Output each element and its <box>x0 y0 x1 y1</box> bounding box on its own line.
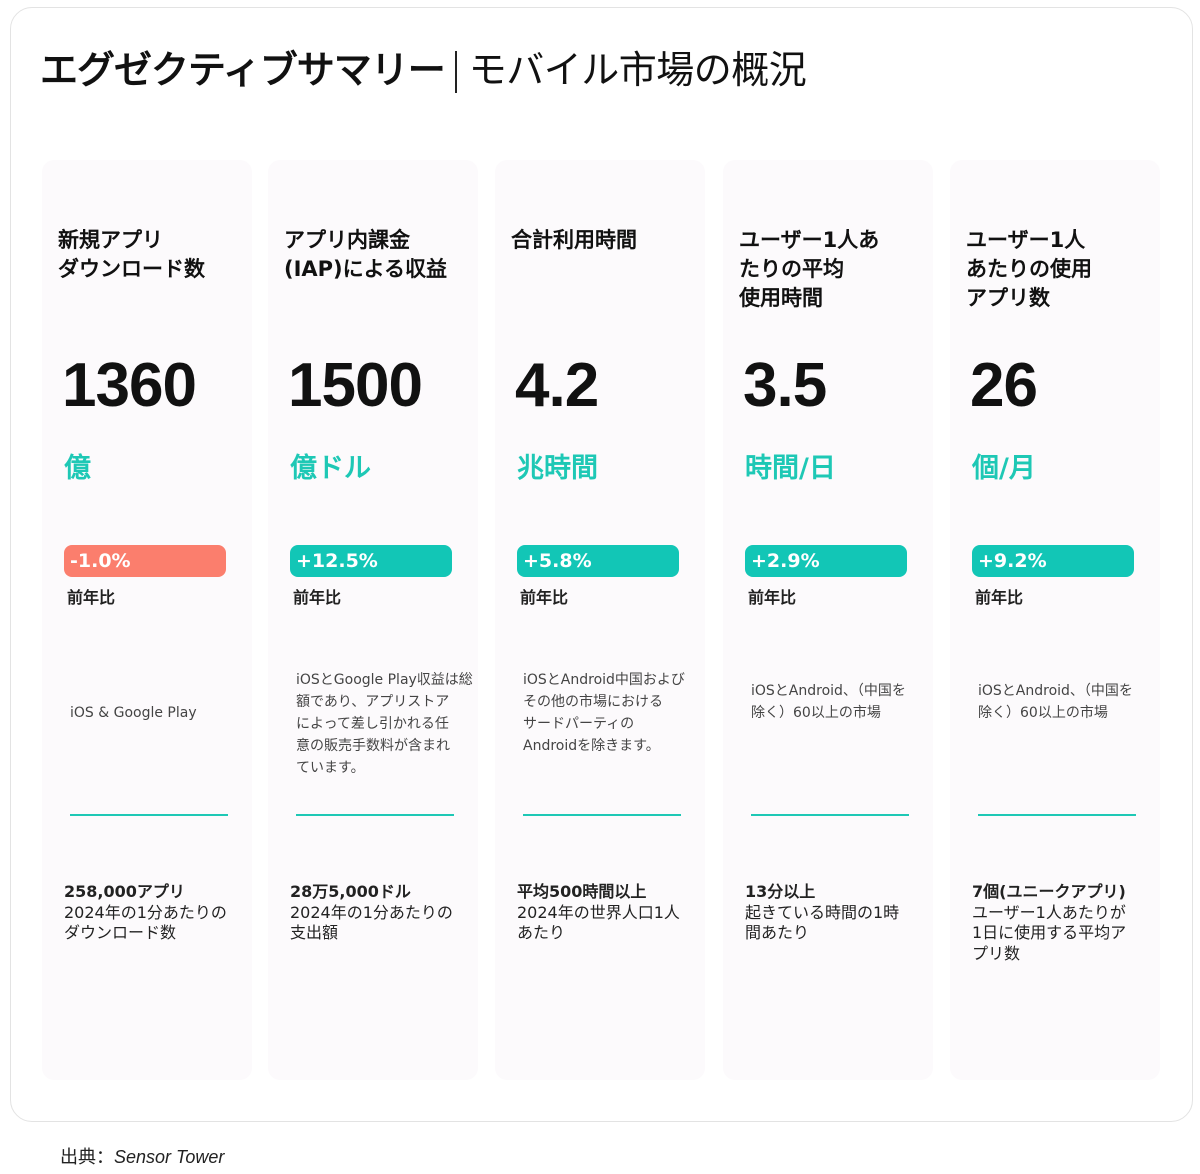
card-title-line: アプリ数 <box>966 286 1050 310</box>
card-fact-line: 支出額 <box>290 923 339 942</box>
card-divider <box>296 814 454 816</box>
card-fact-line: 2024年の1分あたりの <box>290 902 453 922</box>
card-fact: 7個(ユニークアプリ) ユーザー1人あたりが 1日に使用する平均ア プリ数 <box>972 882 1158 964</box>
card-divider <box>978 814 1136 816</box>
metric-value: 3.5 <box>743 351 827 420</box>
card-fact: 平均500時間以上 2024年の世界人口1人 あたり <box>517 882 703 944</box>
card-title: 合計利用時間 <box>511 226 701 255</box>
card-fact: 13分以上 起きている時間の1時 間あたり <box>745 882 931 944</box>
metric-unit: 億 <box>64 453 91 484</box>
metric-unit: 時間/日 <box>745 453 836 484</box>
card-note-line: ています。 <box>296 760 365 776</box>
metric-value: 1500 <box>288 351 423 420</box>
card-note: iOSとAndroid、（中国を 除く）60以上の市場 <box>978 680 1156 724</box>
metric-card: ユーザー1人 あたりの使用 アプリ数 26 個/月 +9.2% 前年比 iOSとAndroid… <box>950 160 1160 1080</box>
card-fact-line: 1日に使用する平均ア <box>972 923 1127 942</box>
yoy-change-badge: +2.9% <box>745 545 907 577</box>
card-fact-line: あたり <box>517 923 566 942</box>
card-fact-head: 13分以上 <box>745 882 816 901</box>
card-note-line: 額であり、アプリストア <box>296 694 450 710</box>
metric-unit: 兆時間 <box>517 453 598 484</box>
card-title-line: ユーザー1人あ <box>739 228 880 252</box>
source-label: 出典： <box>60 1147 114 1168</box>
source-name: Sensor Tower <box>114 1147 225 1167</box>
card-title: ユーザー1人あ たりの平均使用時間 <box>739 226 929 313</box>
card-fact: 258,000アプリ 2024年の1分あたりの ダウンロード数 <box>64 882 250 944</box>
card-fact-head: 平均500時間以上 <box>517 882 647 901</box>
yoy-change-badge: -1.0% <box>64 545 226 577</box>
card-title: ユーザー1人 あたりの使用 アプリ数 <box>966 226 1156 313</box>
card-note-line: その他の市場における <box>523 694 663 710</box>
yoy-change-badge: +12.5% <box>290 545 452 577</box>
title-separator <box>454 51 457 93</box>
metric-card: ユーザー1人あ たりの平均使用時間 3.5 時間/日 +2.9% 前年比 iOSとAndro… <box>723 160 933 1080</box>
card-title-line: ユーザー1人 <box>966 228 1086 252</box>
card-title-line: 新規アプリ <box>58 228 163 252</box>
card-note-line: iOS & Google Play <box>70 705 197 721</box>
card-fact-line: 間あたり <box>745 923 810 942</box>
card-note-line: iOSとAndroid、（中国を <box>751 683 906 699</box>
yoy-label: 前年比 <box>520 588 569 607</box>
card-title-line: 使用時間 <box>739 286 823 310</box>
metric-unit: 個/月 <box>972 453 1036 484</box>
yoy-change-badge: +9.2% <box>972 545 1134 577</box>
card-note-line: Androidを除きます。 <box>523 738 660 754</box>
card-note-line: によって差し引かれる任 <box>296 716 449 732</box>
metric-card: アプリ内課金 (IAP)による収益 1500 億ドル +12.5% 前年比 iOSとGoog… <box>268 160 478 1080</box>
card-title: アプリ内課金 (IAP)による収益 <box>284 226 474 284</box>
card-note: iOSとAndroid、（中国を 除く）60以上の市場 <box>751 680 929 724</box>
card-title-line: たりの平均 <box>739 257 844 281</box>
card-divider <box>523 814 681 816</box>
card-note: iOSとGoogle Play収益は総 額であり、アプリストア によって差し引かれる… <box>296 669 474 779</box>
card-note-line: サードパーティの <box>523 716 635 732</box>
page-title: エグゼクティブサマリー モバイル市場の概況 <box>40 38 807 94</box>
card-fact-line: ダウンロード数 <box>64 923 177 942</box>
yoy-change-badge: +5.8% <box>517 545 679 577</box>
card-fact-head: 28万5,000ドル <box>290 882 411 901</box>
card-note-line: iOSとAndroid中国および <box>523 672 685 688</box>
yoy-label: 前年比 <box>293 588 342 607</box>
card-note: iOSとAndroid中国および その他の市場における サードパーティの Androi… <box>523 669 701 757</box>
card-title-line: アプリ内課金 <box>284 228 410 252</box>
card-fact-head: 258,000アプリ <box>64 882 185 901</box>
card-fact-head: 7個(ユニークアプリ) <box>972 882 1126 901</box>
title-subtitle: モバイル市場の概況 <box>468 47 807 92</box>
metric-unit: 億ドル <box>290 453 371 484</box>
title-main: エグゼクティブサマリー <box>40 47 446 92</box>
card-note-line: iOSとGoogle Play収益は総 <box>296 672 473 688</box>
card-title-line: あたりの使用 <box>966 257 1092 281</box>
card-note: iOS & Google Play <box>70 702 248 724</box>
card-note-line: 意の販売手数料が含まれ <box>296 738 450 754</box>
metric-value: 26 <box>970 351 1038 420</box>
metric-card: 合計利用時間 4.2 兆時間 +5.8% 前年比 iOSとAndroid中国および その他の… <box>495 160 705 1080</box>
card-note-line: iOSとAndroid、（中国を <box>978 683 1133 699</box>
card-title-line: ダウンロード数 <box>58 257 205 281</box>
card-divider <box>70 814 228 816</box>
yoy-label: 前年比 <box>67 588 116 607</box>
yoy-label: 前年比 <box>975 588 1024 607</box>
card-note-line: 除く）60以上の市場 <box>978 705 1108 721</box>
yoy-label: 前年比 <box>748 588 797 607</box>
card-divider <box>751 814 909 816</box>
metric-value: 4.2 <box>515 351 599 420</box>
card-fact-line: ユーザー1人あたりが <box>972 902 1126 922</box>
card-fact-line: 2024年の世界人口1人 <box>517 902 680 922</box>
card-title: 新規アプリダウンロード数 <box>58 226 248 284</box>
card-note-line: 除く）60以上の市場 <box>751 705 881 721</box>
card-fact-line: 2024年の1分あたりの <box>64 902 227 922</box>
source-credit: 出典：Sensor Tower <box>60 1143 224 1169</box>
card-title-line: 合計利用時間 <box>511 228 637 252</box>
card-title-line: (IAP)による収益 <box>284 257 448 281</box>
metric-card: 新規アプリダウンロード数 1360 億 -1.0% 前年比 iOS & Google Pl… <box>42 160 252 1080</box>
card-fact-line: 起きている時間の1時 <box>745 902 900 922</box>
metric-value: 1360 <box>62 351 197 420</box>
card-fact-line: プリ数 <box>972 943 1021 963</box>
card-fact: 28万5,000ドル 2024年の1分あたりの 支出額 <box>290 882 476 944</box>
